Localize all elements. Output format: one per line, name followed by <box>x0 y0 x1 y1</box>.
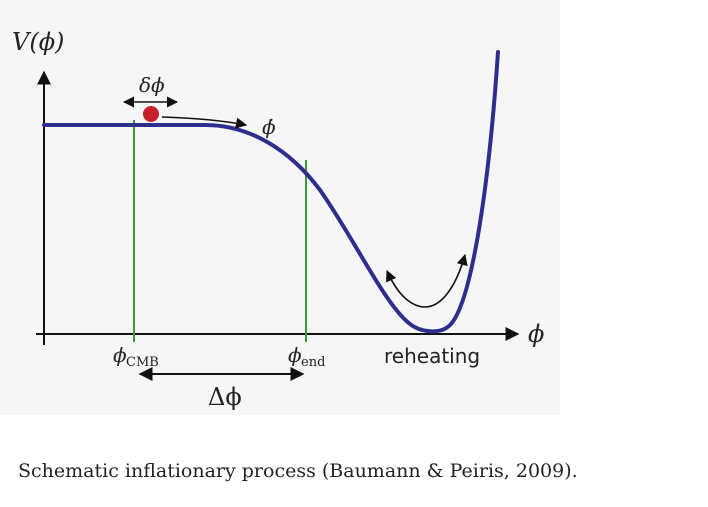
potential-curve <box>42 50 500 334</box>
reheating-oscillation-arrow <box>386 253 468 308</box>
phi-dot-arrow <box>161 116 248 129</box>
figure-caption: Schematic inflationary process (Baumann … <box>18 460 578 482</box>
phi-end-label: ϕ <box>288 343 302 367</box>
Delta-phi-label: Δϕ <box>208 383 242 411</box>
x-axis-label: ϕ <box>528 320 544 348</box>
phi-end-subscript: end <box>301 355 325 370</box>
delta-phi-label: δϕ <box>139 73 165 97</box>
phi-cmb-subscript: CMB <box>126 355 159 370</box>
phi-cmb-label: ϕ <box>113 343 127 367</box>
y-axis-label: V(ϕ) <box>12 28 64 56</box>
reheating-label: reheating <box>384 344 480 368</box>
phi-dot-label: ϕ̇ <box>262 115 276 139</box>
field-ball <box>143 106 159 122</box>
figure-panel <box>0 0 560 415</box>
